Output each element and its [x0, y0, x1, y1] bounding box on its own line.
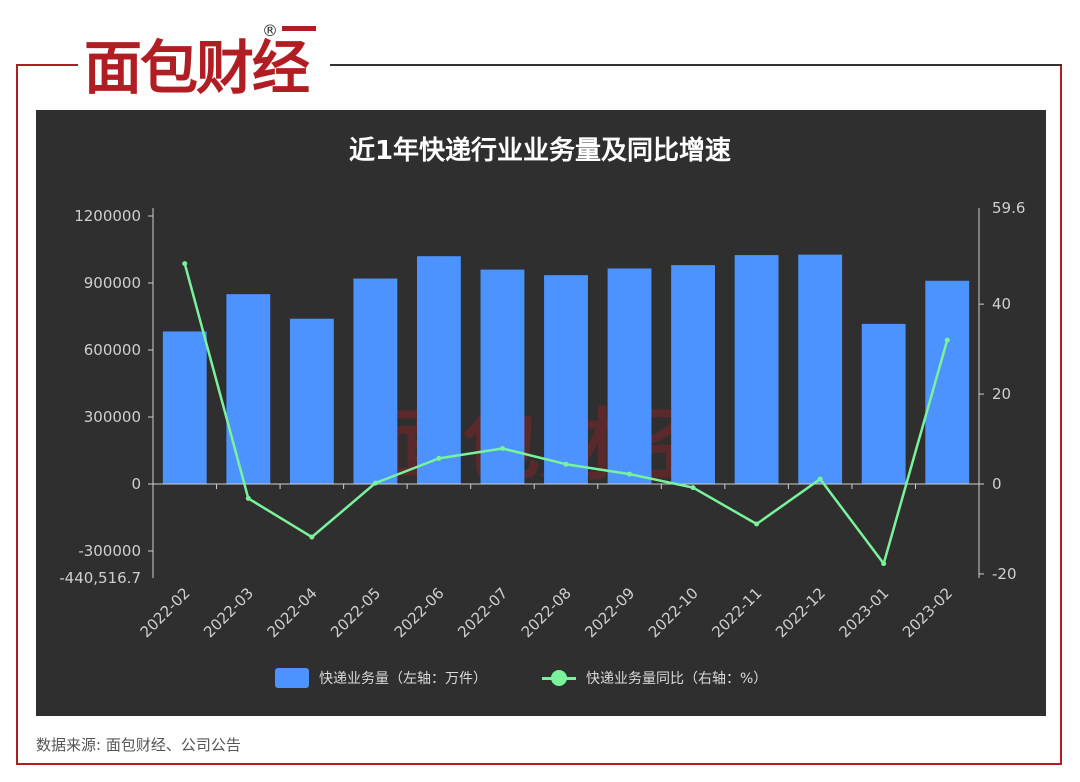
left-tick-label: 0 — [131, 475, 141, 493]
x-tick-label: 2022-04 — [264, 584, 321, 641]
logo-text: 面包财经 — [84, 34, 310, 96]
x-tick-label: 2022-10 — [645, 584, 702, 641]
x-tick-label: 2023-01 — [835, 584, 892, 641]
x-tick-label: 2022-07 — [454, 584, 511, 641]
line-point[interactable] — [944, 337, 950, 343]
x-tick-label: 2022-12 — [772, 584, 829, 641]
right-axis-max-label: 59.6 — [992, 199, 1025, 217]
right-tick-label: 40 — [992, 295, 1011, 313]
line-point[interactable] — [245, 495, 251, 501]
bar[interactable] — [607, 268, 652, 484]
red-frame — [16, 64, 1062, 765]
line-point[interactable] — [182, 261, 188, 267]
bar[interactable] — [734, 255, 779, 484]
line-point[interactable] — [817, 476, 823, 482]
line-point[interactable] — [754, 521, 760, 527]
right-tick-label: 0 — [992, 475, 1002, 493]
legend-line-swatch — [542, 668, 576, 688]
line-point[interactable] — [499, 445, 505, 451]
left-tick-label: 300000 — [84, 408, 141, 426]
legend-item-volume[interactable]: 快递业务量（左轴：万件） — [275, 668, 487, 688]
left-tick-label: 900000 — [84, 274, 141, 292]
x-tick-label: 2023-02 — [899, 584, 956, 641]
left-tick-label: 600000 — [84, 341, 141, 359]
right-tick-label: -20 — [992, 565, 1017, 583]
line-point[interactable] — [309, 534, 315, 540]
frame-top-right-line — [330, 64, 1062, 66]
frame-top-left-line — [16, 64, 78, 66]
legend-bar-swatch — [275, 668, 309, 688]
line-point[interactable] — [690, 485, 696, 491]
x-tick-label: 2022-02 — [137, 584, 194, 641]
logo-registered-mark: ® — [262, 21, 278, 40]
bar[interactable] — [417, 256, 461, 484]
bar[interactable] — [162, 331, 207, 484]
line-point[interactable] — [881, 561, 887, 567]
x-tick-label: 2022-09 — [581, 584, 638, 641]
x-tick-label: 2022-11 — [708, 584, 765, 641]
left-axis-min-label: -440,516.7 — [59, 569, 141, 587]
legend: 快递业务量（左轴：万件） 快递业务量同比（右轴：%） — [0, 668, 1080, 692]
x-tick-label: 2022-06 — [391, 584, 448, 641]
left-tick-label: -300000 — [78, 542, 141, 560]
left-tick-label: 1200000 — [74, 207, 141, 225]
line-point[interactable] — [627, 471, 633, 477]
legend-label-volume: 快递业务量（左轴：万件） — [319, 671, 487, 687]
bar[interactable] — [289, 318, 334, 484]
bar[interactable] — [544, 275, 588, 484]
legend-item-yoy[interactable]: 快递业务量同比（右轴：%） — [542, 668, 767, 688]
bar[interactable] — [861, 323, 906, 484]
data-source: 数据来源: 面包财经、公司公告 — [36, 736, 241, 754]
bar[interactable] — [353, 278, 398, 484]
bar[interactable] — [671, 265, 715, 484]
bar[interactable] — [798, 254, 843, 484]
x-tick-label: 2022-08 — [518, 584, 575, 641]
line-point[interactable] — [563, 461, 569, 467]
x-tick-label: 2022-03 — [200, 584, 257, 641]
line-point[interactable] — [436, 455, 442, 461]
bar[interactable] — [226, 294, 271, 484]
legend-label-yoy: 快递业务量同比（右轴：%） — [586, 671, 768, 687]
right-tick-label: 20 — [992, 385, 1011, 403]
x-tick-label: 2022-05 — [327, 584, 384, 641]
line-point[interactable] — [372, 480, 378, 486]
bar[interactable] — [925, 280, 970, 484]
brand-logo: ® 面包财经 — [84, 21, 316, 96]
chart-title: 近1年快递行业业务量及同比增速 — [348, 136, 732, 166]
